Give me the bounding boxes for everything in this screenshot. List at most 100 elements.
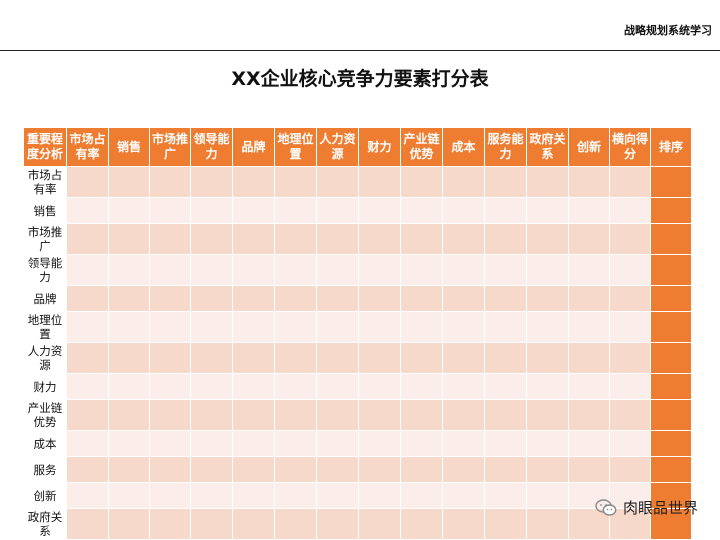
score-cell[interactable] bbox=[609, 430, 651, 457]
score-cell[interactable] bbox=[484, 399, 527, 431]
score-cell[interactable] bbox=[232, 285, 275, 312]
score-cell[interactable] bbox=[316, 430, 359, 457]
score-cell[interactable] bbox=[190, 223, 233, 255]
score-cell[interactable] bbox=[400, 373, 443, 400]
score-cell[interactable] bbox=[66, 373, 109, 400]
score-cell[interactable] bbox=[358, 311, 401, 343]
score-cell[interactable] bbox=[484, 254, 527, 286]
score-cell[interactable] bbox=[316, 285, 359, 312]
score-cell[interactable] bbox=[66, 166, 109, 198]
score-cell[interactable] bbox=[274, 223, 317, 255]
score-cell[interactable] bbox=[442, 285, 485, 312]
score-cell[interactable] bbox=[526, 223, 569, 255]
score-cell[interactable] bbox=[190, 342, 233, 374]
score-cell[interactable] bbox=[358, 482, 401, 509]
score-cell[interactable] bbox=[108, 166, 150, 198]
score-cell[interactable] bbox=[232, 311, 275, 343]
score-cell[interactable] bbox=[232, 508, 275, 540]
score-cell[interactable] bbox=[484, 430, 527, 457]
score-cell[interactable] bbox=[190, 373, 233, 400]
score-cell[interactable] bbox=[442, 166, 485, 198]
score-cell[interactable] bbox=[274, 508, 317, 540]
score-cell[interactable] bbox=[274, 373, 317, 400]
score-cell[interactable] bbox=[316, 456, 359, 483]
rank-cell[interactable] bbox=[650, 342, 692, 374]
score-cell[interactable] bbox=[149, 373, 191, 400]
score-cell[interactable] bbox=[149, 430, 191, 457]
score-cell[interactable] bbox=[484, 342, 527, 374]
score-cell[interactable] bbox=[400, 508, 443, 540]
score-cell[interactable] bbox=[149, 254, 191, 286]
score-cell[interactable] bbox=[568, 430, 610, 457]
score-cell[interactable] bbox=[316, 223, 359, 255]
score-cell[interactable] bbox=[149, 508, 191, 540]
score-cell[interactable] bbox=[190, 197, 233, 224]
score-cell[interactable] bbox=[526, 399, 569, 431]
score-cell[interactable] bbox=[484, 223, 527, 255]
score-cell[interactable] bbox=[316, 311, 359, 343]
score-cell[interactable] bbox=[358, 223, 401, 255]
score-cell[interactable] bbox=[442, 223, 485, 255]
rank-cell[interactable] bbox=[650, 166, 692, 198]
score-cell[interactable] bbox=[484, 311, 527, 343]
score-cell[interactable] bbox=[526, 197, 569, 224]
score-cell[interactable] bbox=[442, 482, 485, 509]
score-cell[interactable] bbox=[232, 482, 275, 509]
score-cell[interactable] bbox=[526, 430, 569, 457]
score-cell[interactable] bbox=[108, 223, 150, 255]
score-cell[interactable] bbox=[149, 166, 191, 198]
rank-cell[interactable] bbox=[650, 399, 692, 431]
score-cell[interactable] bbox=[609, 311, 651, 343]
score-cell[interactable] bbox=[442, 508, 485, 540]
score-cell[interactable] bbox=[274, 342, 317, 374]
score-cell[interactable] bbox=[66, 197, 109, 224]
score-cell[interactable] bbox=[190, 166, 233, 198]
score-cell[interactable] bbox=[442, 399, 485, 431]
score-cell[interactable] bbox=[190, 311, 233, 343]
score-cell[interactable] bbox=[316, 166, 359, 198]
score-cell[interactable] bbox=[484, 166, 527, 198]
score-cell[interactable] bbox=[232, 456, 275, 483]
score-cell[interactable] bbox=[190, 254, 233, 286]
score-cell[interactable] bbox=[358, 285, 401, 312]
score-cell[interactable] bbox=[400, 430, 443, 457]
score-cell[interactable] bbox=[526, 508, 569, 540]
score-cell[interactable] bbox=[66, 508, 109, 540]
score-cell[interactable] bbox=[442, 373, 485, 400]
score-cell[interactable] bbox=[232, 254, 275, 286]
score-cell[interactable] bbox=[568, 399, 610, 431]
score-cell[interactable] bbox=[316, 254, 359, 286]
score-cell[interactable] bbox=[358, 399, 401, 431]
score-cell[interactable] bbox=[442, 311, 485, 343]
score-cell[interactable] bbox=[609, 373, 651, 400]
score-cell[interactable] bbox=[568, 311, 610, 343]
score-cell[interactable] bbox=[358, 197, 401, 224]
score-cell[interactable] bbox=[108, 373, 150, 400]
score-cell[interactable] bbox=[526, 166, 569, 198]
score-cell[interactable] bbox=[568, 223, 610, 255]
score-cell[interactable] bbox=[358, 373, 401, 400]
score-cell[interactable] bbox=[190, 285, 233, 312]
score-cell[interactable] bbox=[609, 285, 651, 312]
score-cell[interactable] bbox=[400, 166, 443, 198]
score-cell[interactable] bbox=[484, 285, 527, 312]
score-cell[interactable] bbox=[400, 223, 443, 255]
score-cell[interactable] bbox=[609, 166, 651, 198]
score-cell[interactable] bbox=[108, 482, 150, 509]
score-cell[interactable] bbox=[609, 508, 651, 540]
score-cell[interactable] bbox=[568, 285, 610, 312]
score-cell[interactable] bbox=[526, 311, 569, 343]
score-cell[interactable] bbox=[66, 223, 109, 255]
score-cell[interactable] bbox=[568, 508, 610, 540]
score-cell[interactable] bbox=[526, 254, 569, 286]
score-cell[interactable] bbox=[274, 482, 317, 509]
score-cell[interactable] bbox=[400, 482, 443, 509]
score-cell[interactable] bbox=[190, 430, 233, 457]
score-cell[interactable] bbox=[274, 285, 317, 312]
score-cell[interactable] bbox=[358, 342, 401, 374]
score-cell[interactable] bbox=[568, 166, 610, 198]
score-cell[interactable] bbox=[526, 285, 569, 312]
score-cell[interactable] bbox=[568, 456, 610, 483]
score-cell[interactable] bbox=[66, 456, 109, 483]
score-cell[interactable] bbox=[609, 223, 651, 255]
